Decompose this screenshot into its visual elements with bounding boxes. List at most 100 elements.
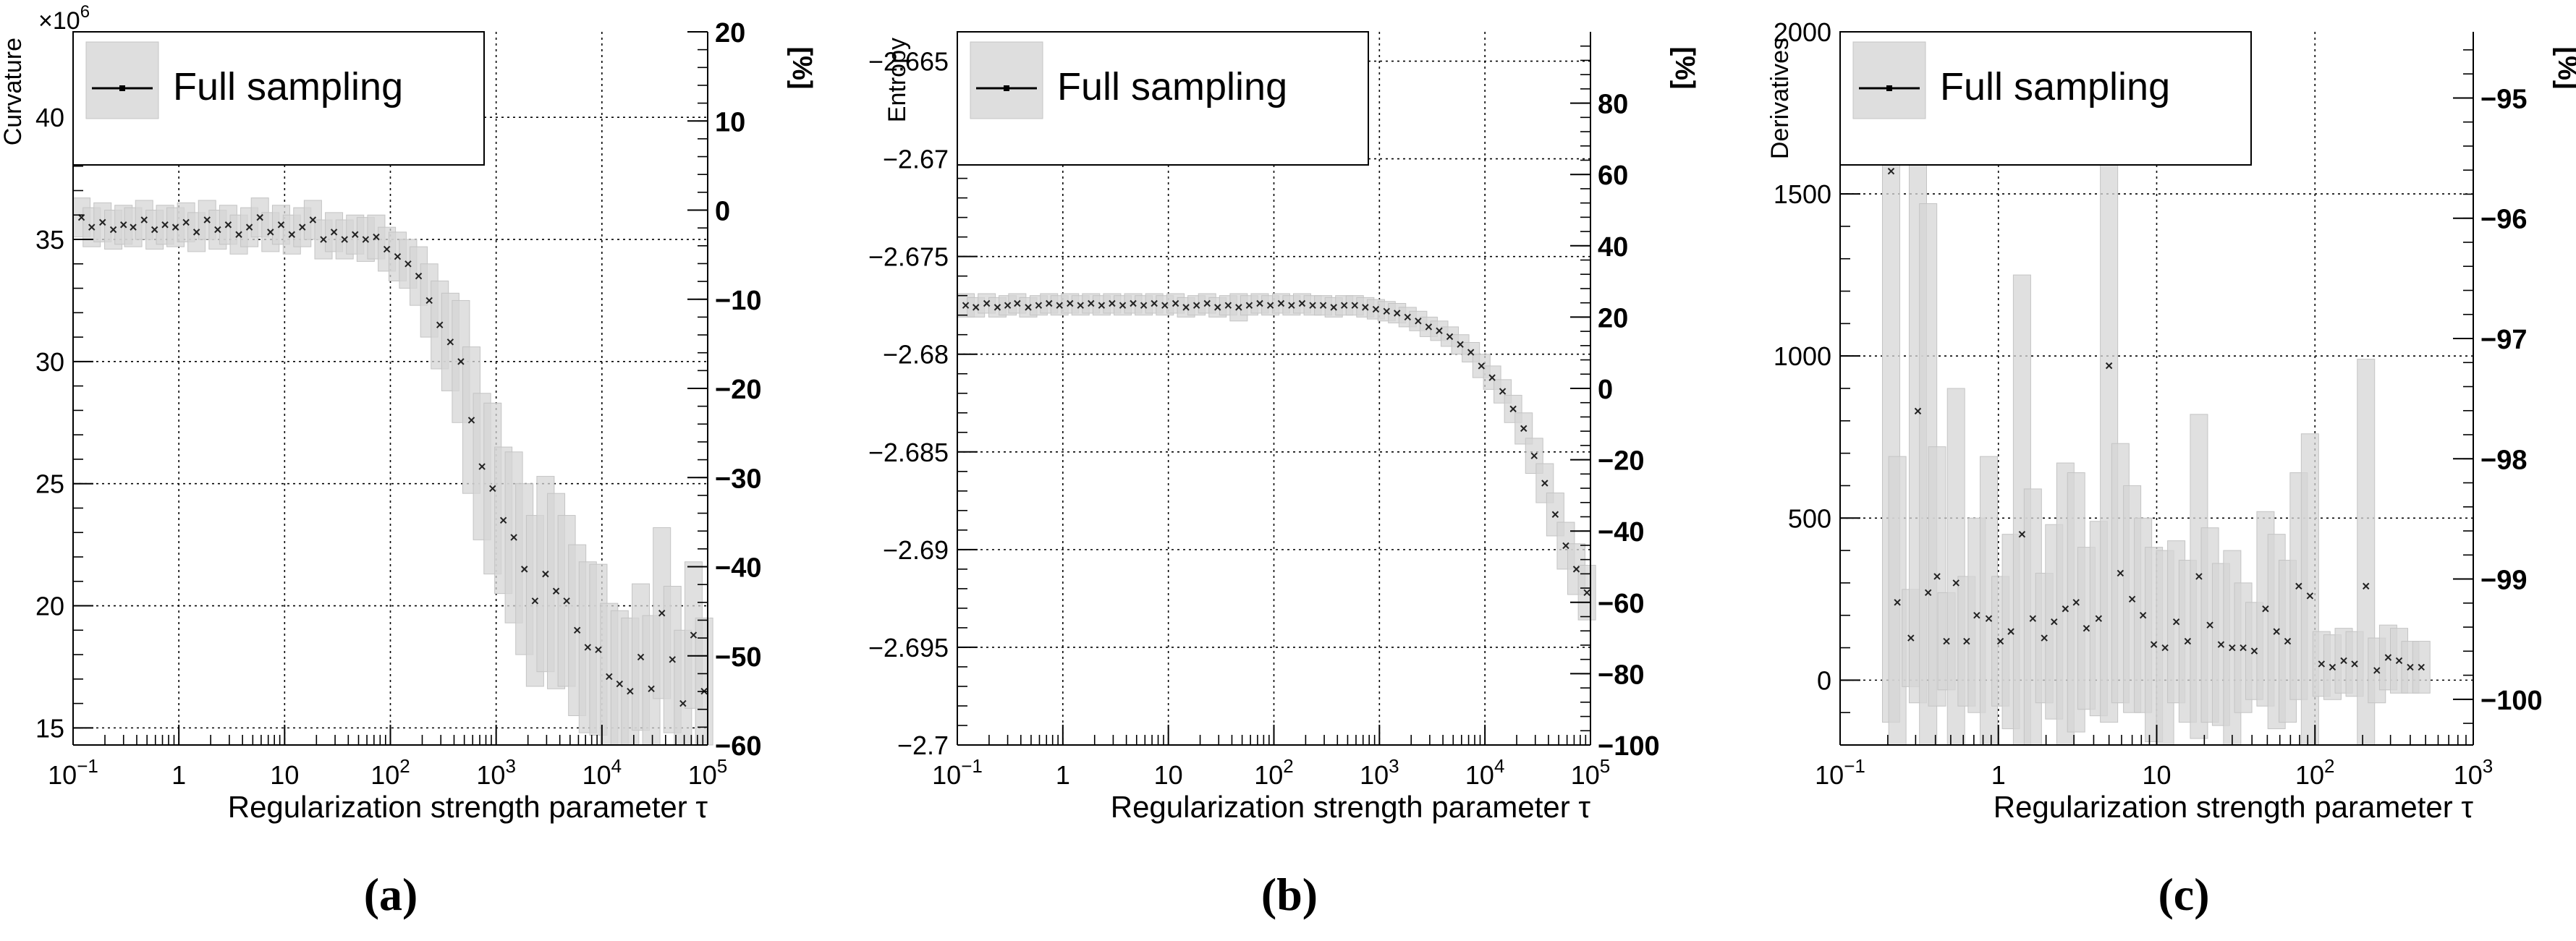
data-point-cross [2340, 657, 2347, 665]
data-point-cross [1996, 637, 2004, 645]
data-point-cross [2373, 667, 2381, 674]
data-point-cross [1973, 612, 1980, 619]
data-point-cross [88, 223, 96, 231]
legend-swatch [85, 41, 159, 119]
data-point-cross [993, 304, 1001, 311]
y2-tick-label: −98 [2480, 445, 2527, 475]
data-point-cross [1924, 589, 1932, 597]
y2-tick-label: −20 [715, 375, 761, 405]
y2-tick-label: −40 [1598, 517, 1644, 548]
data-point-cross [2351, 660, 2358, 668]
data-point-cross [983, 299, 991, 307]
data-point-cross [648, 685, 655, 693]
data-point-cross [1985, 615, 1993, 622]
data-point-cross [192, 229, 200, 236]
data-point-cross [1907, 634, 1915, 642]
data-point-cross [1056, 302, 1063, 309]
x-tick-label: 105 [688, 755, 728, 790]
data-point-cross [425, 297, 433, 305]
y-axis-label: Entropy [884, 38, 911, 122]
y-tick-label: 25 [35, 469, 64, 499]
data-point-cross [499, 516, 507, 524]
data-point-cross [1035, 302, 1043, 309]
data-point-cross [1446, 333, 1454, 341]
data-point-cross [309, 216, 317, 223]
data-point-cross [1330, 304, 1337, 311]
x-tick-label: 1 [1991, 760, 2006, 790]
y2-tick-label: −80 [1598, 660, 1644, 690]
data-point-cross [658, 609, 666, 617]
data-point-cross [1140, 302, 1148, 309]
y-multiplier-label: ×106 [38, 2, 90, 35]
data-point-cross [140, 216, 148, 223]
data-point-cross [1499, 388, 1507, 395]
data-point-cross [2095, 615, 2103, 622]
x-tick-label: 10 [270, 760, 299, 790]
y2-tick-label: −95 [2480, 84, 2527, 114]
data-point-cross [2018, 530, 2026, 538]
data-point-cross [1119, 302, 1127, 309]
x-axis-label: Regularization strength parameter τ [1111, 790, 1591, 824]
data-point-cross [203, 216, 211, 223]
data-point-cross [962, 302, 970, 309]
data-point-cross [606, 673, 613, 681]
data-point-cross [1436, 327, 1443, 335]
data-point-cross [214, 226, 221, 234]
data-point-cross [2318, 660, 2326, 668]
y-tick-label: 15 [35, 713, 64, 743]
data-point-cross [120, 221, 127, 229]
data-point-cross [531, 597, 539, 605]
data-point-cross [2363, 582, 2370, 590]
data-point-cross [2407, 663, 2414, 671]
y-tick-label: 30 [35, 347, 64, 377]
data-point-cross [1372, 305, 1380, 313]
data-point-cross [1161, 302, 1169, 309]
data-point-cross [383, 245, 391, 253]
x-tick-label: 1 [1056, 760, 1070, 790]
data-point-cross [394, 252, 402, 260]
y2-tick-label: −50 [715, 642, 761, 673]
data-point-cross [1130, 299, 1137, 307]
data-point-cross [1509, 405, 1517, 413]
data-point-cross [1192, 302, 1200, 309]
x-tick-label: 102 [2295, 755, 2335, 790]
data-point-cross [1224, 302, 1232, 309]
data-point-cross [1425, 323, 1433, 331]
data-point-cross [256, 213, 263, 221]
data-point-cross [552, 587, 560, 595]
data-point-cross [2284, 637, 2292, 645]
data-point-cross [2229, 644, 2236, 652]
x-tick-label: 10 [2142, 760, 2171, 790]
data-point-cross [77, 213, 85, 221]
data-point-cross [2007, 628, 2014, 635]
x-tick-label: 103 [2454, 755, 2494, 790]
error-band [1946, 388, 1965, 746]
data-point-cross [563, 597, 570, 605]
legend-marker [119, 85, 125, 91]
data-point-cross [1963, 637, 1970, 645]
x-tick-label: 102 [1254, 755, 1294, 790]
data-point-cross [521, 566, 528, 573]
data-point-cross [161, 221, 169, 229]
y-tick-label: −2.675 [868, 242, 949, 272]
y-tick-label: 35 [35, 225, 64, 255]
data-point-cross [2051, 618, 2058, 626]
data-point-cross [2395, 657, 2403, 665]
y2-tick-label: −40 [715, 553, 761, 584]
data-point-cross [542, 570, 549, 578]
data-point-cross [669, 656, 676, 663]
x-tick-label: 1 [171, 760, 186, 790]
data-point-cross [1520, 425, 1528, 433]
data-point-cross [1952, 579, 1959, 587]
data-point-cross [1203, 299, 1211, 307]
data-point-cross [1309, 302, 1316, 309]
data-point-cross [1277, 299, 1285, 307]
data-point-cross [151, 226, 158, 234]
data-point-cross [1362, 304, 1369, 311]
data-point-cross [679, 699, 687, 707]
data-point-cross [1245, 302, 1253, 309]
x-tick-label: 10−1 [48, 755, 98, 790]
y2-tick-label: −99 [2480, 566, 2527, 596]
data-point-cross [1394, 310, 1401, 317]
